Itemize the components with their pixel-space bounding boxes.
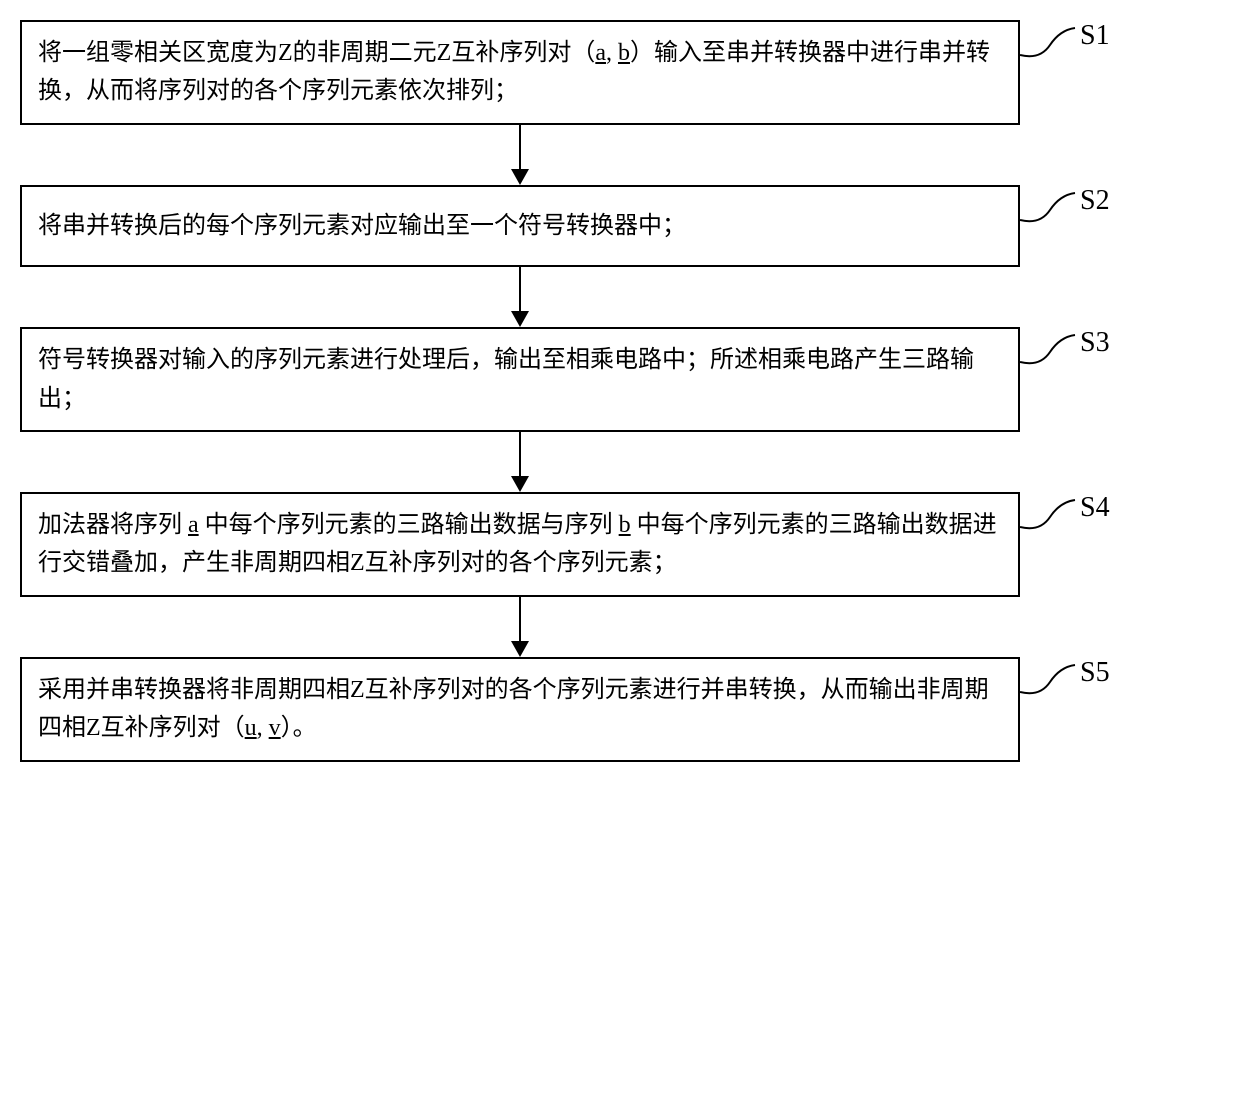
arrow-s2-s3 [20, 267, 1020, 327]
s5-u1: u [245, 715, 257, 741]
step-row-s1: 将一组零相关区宽度为Z的非周期二元Z互补序列对（a, b）输入至串并转换器中进行… [20, 20, 1220, 125]
step-label-s2: S2 [1080, 185, 1140, 217]
label-connector-s5 [1020, 657, 1080, 707]
step-row-s4: 加法器将序列 a 中每个序列元素的三路输出数据与序列 b 中每个序列元素的三路输… [20, 492, 1220, 597]
s1-text-pre: 将一组零相关区宽度为Z的非周期二元Z互补序列对（ [38, 40, 595, 66]
step-row-s3: 符号转换器对输入的序列元素进行处理后，输出至相乘电路中；所述相乘电路产生三路输出… [20, 327, 1220, 432]
step-label-s4: S4 [1080, 492, 1140, 524]
step-row-s5: 采用并串转换器将非周期四相Z互补序列对的各个序列元素进行并串转换，从而输出非周期… [20, 657, 1220, 762]
label-connector-s2 [1020, 185, 1080, 235]
s1-sep: , [606, 40, 618, 66]
arrow-s1-s2 [20, 125, 1020, 185]
step-label-s1: S1 [1080, 20, 1140, 52]
step-box-s1: 将一组零相关区宽度为Z的非周期二元Z互补序列对（a, b）输入至串并转换器中进行… [20, 20, 1020, 125]
s5-u2: v [269, 715, 281, 741]
s1-u1: a [595, 40, 606, 66]
s4-u1: a [188, 512, 199, 538]
s4-mid1: 中每个序列元素的三路输出数据与序列 [199, 512, 619, 538]
label-connector-s1 [1020, 20, 1080, 70]
label-connector-s3 [1020, 327, 1080, 377]
s5-sep: , [257, 715, 269, 741]
s4-text-pre: 加法器将序列 [38, 512, 188, 538]
step-box-s5: 采用并串转换器将非周期四相Z互补序列对的各个序列元素进行并串转换，从而输出非周期… [20, 657, 1020, 762]
s5-text-pre: 采用并串转换器将非周期四相Z互补序列对的各个序列元素进行并串转换，从而输出非周期… [38, 677, 989, 741]
arrow-s3-s4 [20, 432, 1020, 492]
step-box-s3: 符号转换器对输入的序列元素进行处理后，输出至相乘电路中；所述相乘电路产生三路输出… [20, 327, 1020, 432]
step-row-s2: 将串并转换后的每个序列元素对应输出至一个符号转换器中； S2 [20, 185, 1220, 267]
s1-u2: b [618, 40, 630, 66]
s4-u2: b [619, 512, 631, 538]
s5-text-post: ）。 [281, 715, 317, 741]
step-box-s4: 加法器将序列 a 中每个序列元素的三路输出数据与序列 b 中每个序列元素的三路输… [20, 492, 1020, 597]
step-label-s3: S3 [1080, 327, 1140, 359]
step-box-s2: 将串并转换后的每个序列元素对应输出至一个符号转换器中； [20, 185, 1020, 267]
s3-text: 符号转换器对输入的序列元素进行处理后，输出至相乘电路中；所述相乘电路产生三路输出… [38, 347, 974, 411]
label-connector-s4 [1020, 492, 1080, 542]
step-label-s5: S5 [1080, 657, 1140, 689]
arrow-s4-s5 [20, 597, 1020, 657]
s2-text: 将串并转换后的每个序列元素对应输出至一个符号转换器中； [38, 213, 686, 239]
flowchart-container: 将一组零相关区宽度为Z的非周期二元Z互补序列对（a, b）输入至串并转换器中进行… [20, 20, 1220, 762]
